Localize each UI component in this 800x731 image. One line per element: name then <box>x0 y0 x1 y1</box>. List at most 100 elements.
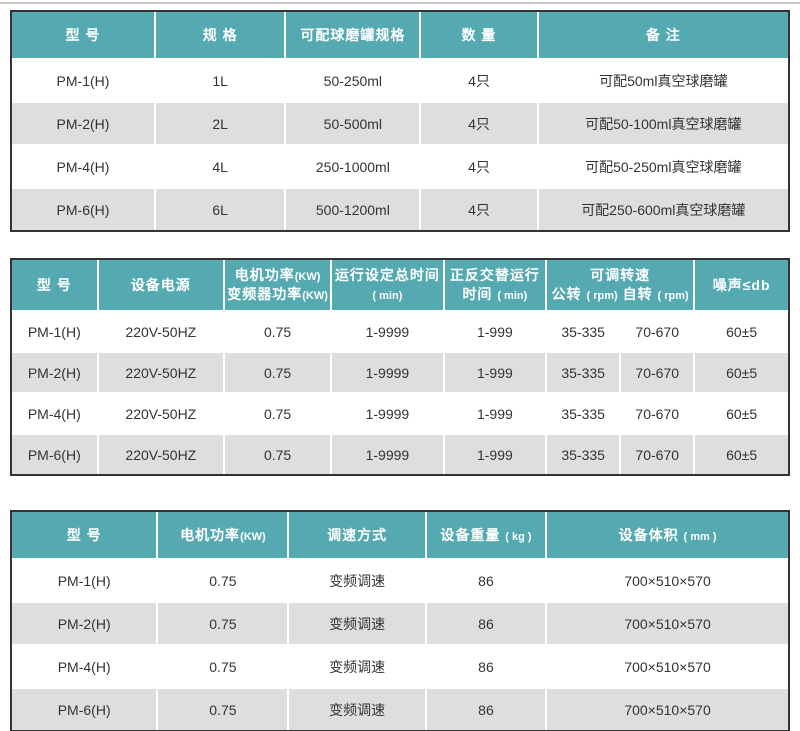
column-header: 调速方式 <box>287 512 425 558</box>
jar-configuration-table: 型 号规 格可配球磨罐规格数 量备 注 PM-1(H) 1L 50-250ml 4只 可配… <box>12 12 788 230</box>
column-header: 型 号 <box>12 12 154 58</box>
table-cell: 700×510×570 <box>545 558 788 601</box>
column-header: 电机功率(KW) 变频器功率(KW) <box>223 260 331 310</box>
electrical-operation-table: 型 号设备电源 电机功率(KW) 变频器功率(KW) 运行设定总时间( min) 正反交… <box>12 260 788 474</box>
table-cell: 可配250-600ml真空球磨罐 <box>536 187 788 230</box>
table-cell: 1-999 <box>442 433 546 474</box>
table-cell: 35-335 <box>545 310 620 351</box>
table-cell: 4只 <box>419 187 537 230</box>
table-cell: PM-1(H) <box>12 58 154 101</box>
column-header: 型 号 <box>12 260 97 310</box>
table-cell: 0.75 <box>156 644 288 687</box>
table-cell: PM-4(H) <box>12 392 97 433</box>
table-cell: 0.75 <box>223 310 331 351</box>
table-cell: 220V-50HZ <box>96 351 224 392</box>
table-cell: 700×510×570 <box>545 644 788 687</box>
column-header: 电机功率(KW) <box>156 512 288 558</box>
table-cell: PM-4(H) <box>12 644 157 687</box>
table-cell: 500-1200ml <box>284 187 420 230</box>
table-row: PM-6(H) 6L 500-1200ml 4只 可配250-600ml真空球磨罐 <box>12 187 788 230</box>
table-cell: 变频调速 <box>287 644 425 687</box>
table-cell: 1-999 <box>442 351 546 392</box>
table-row: PM-1(H) 1L 50-250ml 4只 可配50ml真空球磨罐 <box>12 58 788 101</box>
table-cell: 50-500ml <box>284 101 420 144</box>
column-header: 可配球磨罐规格 <box>284 12 420 58</box>
table-cell: 1L <box>154 58 285 101</box>
table-cell: PM-2(H) <box>12 351 97 392</box>
electrical-operation-table-wrap: 型 号设备电源 电机功率(KW) 变频器功率(KW) 运行设定总时间( min) 正反交… <box>10 258 790 476</box>
table-row: PM-4(H) 0.75 变频调速 86 700×510×570 <box>12 644 788 687</box>
table-cell: 35-335 <box>545 392 620 433</box>
table-cell: 50-250ml <box>284 58 420 101</box>
table-cell: 86 <box>424 687 546 730</box>
table-row: PM-1(H) 0.75 变频调速 86 700×510×570 <box>12 558 788 601</box>
table-cell: 变频调速 <box>287 687 425 730</box>
table-row: PM-4(H) 4L 250-1000ml 4只 可配50-250ml真空球磨罐 <box>12 144 788 187</box>
table-cell: 4L <box>154 144 285 187</box>
table-cell: 220V-50HZ <box>96 392 224 433</box>
table-cell: 可配50ml真空球磨罐 <box>536 58 788 101</box>
header-row: 型 号电机功率(KW) 调速方式 设备重量 ( kg ) 设备体积 ( mm ) <box>12 512 788 558</box>
table-cell: PM-2(H) <box>12 601 157 644</box>
table-gap <box>10 476 790 510</box>
table-cell: 可配50-100ml真空球磨罐 <box>536 101 788 144</box>
table-cell: PM-1(H) <box>12 558 157 601</box>
table-cell: 可配50-250ml真空球磨罐 <box>536 144 788 187</box>
table-cell: PM-1(H) <box>12 310 97 351</box>
table-row: PM-4(H) 220V-50HZ 0.75 1-9999 1-999 35-335 70-… <box>12 392 788 433</box>
table-cell: 1-9999 <box>330 433 443 474</box>
table-gap <box>10 232 790 258</box>
table-row: PM-2(H) 220V-50HZ 0.75 1-9999 1-999 35-335 70-… <box>12 351 788 392</box>
table-cell: 700×510×570 <box>545 687 788 730</box>
table-cell: 35-335 <box>545 433 620 474</box>
header-row: 型 号设备电源 电机功率(KW) 变频器功率(KW) 运行设定总时间( min) 正反交… <box>12 260 788 310</box>
table-cell: 220V-50HZ <box>96 433 224 474</box>
table-cell: 1-9999 <box>330 351 443 392</box>
table-cell: 60±5 <box>693 351 788 392</box>
table-cell: 220V-50HZ <box>96 310 224 351</box>
table-cell: 0.75 <box>223 392 331 433</box>
table-cell: 86 <box>424 558 546 601</box>
table-cell: PM-2(H) <box>12 101 154 144</box>
table-cell: 700×510×570 <box>545 601 788 644</box>
table-cell: 变频调速 <box>287 558 425 601</box>
table-row: PM-2(H) 2L 50-500ml 4只 可配50-100ml真空球磨罐 <box>12 101 788 144</box>
table-cell: PM-4(H) <box>12 144 154 187</box>
header-row: 型 号规 格可配球磨罐规格数 量备 注 <box>12 12 788 58</box>
table-row: PM-1(H) 220V-50HZ 0.75 1-9999 1-999 35-335 70-… <box>12 310 788 351</box>
table-cell: 变频调速 <box>287 601 425 644</box>
table-cell: 60±5 <box>693 310 788 351</box>
table-cell: PM-6(H) <box>12 687 157 730</box>
table-cell: 70-670 <box>619 433 694 474</box>
column-header: 型 号 <box>12 512 157 558</box>
table-cell: 60±5 <box>693 392 788 433</box>
table-cell: 1-9999 <box>330 392 443 433</box>
column-header: 噪声≤db <box>693 260 788 310</box>
table-cell: 70-670 <box>619 351 694 392</box>
column-header: 规 格 <box>154 12 285 58</box>
table-cell: 0.75 <box>223 433 331 474</box>
table-cell: 1-999 <box>442 310 546 351</box>
table-row: PM-6(H) 220V-50HZ 0.75 1-9999 1-999 35-335 70-… <box>12 433 788 474</box>
table-cell: 4只 <box>419 101 537 144</box>
table-cell: 1-9999 <box>330 310 443 351</box>
table-cell: 0.75 <box>223 351 331 392</box>
table-cell: 0.75 <box>156 558 288 601</box>
column-header: 可调转速 公转 ( rpm) 自转 ( rpm) <box>545 260 694 310</box>
column-header: 设备体积 ( mm ) <box>545 512 788 558</box>
table-cell: 0.75 <box>156 601 288 644</box>
physical-spec-table: 型 号电机功率(KW) 调速方式 设备重量 ( kg ) 设备体积 ( mm ) PM-… <box>12 512 788 730</box>
table-cell: 70-670 <box>619 392 694 433</box>
spec-sheet: 型 号规 格可配球磨罐规格数 量备 注 PM-1(H) 1L 50-250ml 4只 可配… <box>0 4 800 731</box>
column-header: 正反交替运行 时间 ( min) <box>442 260 546 310</box>
table-cell: 35-335 <box>545 351 620 392</box>
jar-configuration-table-wrap: 型 号规 格可配球磨罐规格数 量备 注 PM-1(H) 1L 50-250ml 4只 可配… <box>10 10 790 232</box>
table-cell: PM-6(H) <box>12 433 97 474</box>
table-row: PM-2(H) 0.75 变频调速 86 700×510×570 <box>12 601 788 644</box>
table-cell: PM-6(H) <box>12 187 154 230</box>
table-cell: 2L <box>154 101 285 144</box>
physical-spec-table-wrap: 型 号电机功率(KW) 调速方式 设备重量 ( kg ) 设备体积 ( mm ) PM-… <box>10 510 790 731</box>
column-header: 数 量 <box>419 12 537 58</box>
column-header: 运行设定总时间( min) <box>330 260 443 310</box>
table-cell: 1-999 <box>442 392 546 433</box>
